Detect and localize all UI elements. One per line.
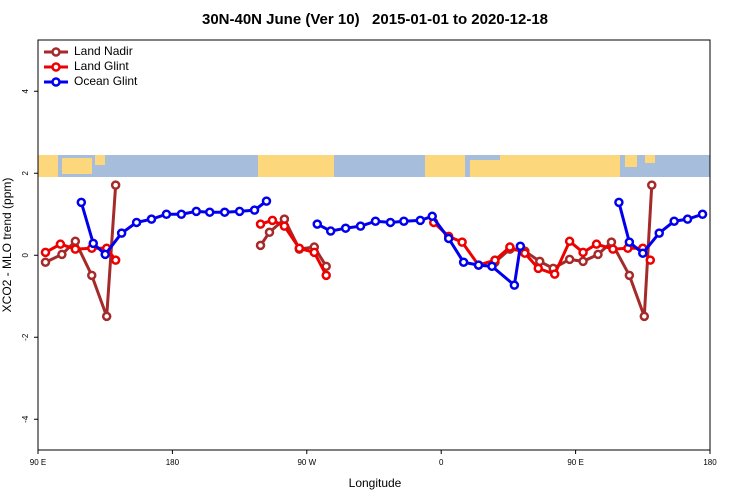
point (564, 254, 575, 265)
point (638, 248, 648, 258)
point (312, 219, 323, 229)
map-strip (38, 155, 710, 177)
point (309, 247, 320, 258)
point (549, 269, 560, 279)
point (87, 270, 97, 281)
point (645, 255, 656, 265)
point (578, 256, 588, 267)
point (578, 247, 588, 258)
y-tick-label: -2 (21, 333, 30, 341)
y-tick-label: 4 (21, 88, 30, 93)
point (55, 239, 66, 249)
legend-label: Ocean Glint (74, 74, 138, 88)
x-axis-label: Longitude (349, 476, 402, 490)
x-tick-label: 180 (166, 458, 180, 467)
point (654, 228, 664, 238)
point (204, 207, 215, 217)
x-tick-label: 90 W (297, 458, 316, 467)
point (415, 215, 426, 226)
point (131, 217, 142, 228)
point (100, 249, 110, 260)
point (624, 237, 635, 247)
point (399, 216, 409, 226)
point (697, 209, 708, 219)
point (255, 240, 266, 251)
point (40, 257, 51, 267)
point (70, 244, 81, 254)
x-tick-label: 180 (703, 458, 717, 467)
point (505, 242, 515, 252)
y-tick-label: -4 (21, 415, 30, 423)
point (110, 180, 121, 190)
y-tick-label: 0 (21, 252, 30, 257)
series-line (44, 185, 654, 317)
point (321, 270, 331, 281)
point (487, 261, 497, 272)
point (614, 197, 624, 208)
point (427, 211, 437, 222)
point (191, 206, 202, 217)
point (88, 238, 99, 249)
point (110, 255, 121, 265)
point (608, 244, 618, 254)
point (591, 239, 602, 249)
point (370, 216, 381, 226)
legend-label: Land Glint (74, 59, 129, 73)
point (355, 221, 366, 231)
point (325, 226, 336, 236)
point (161, 209, 172, 219)
y-axis-label: XCO2 - MLO trend (ppm) (0, 178, 14, 313)
point (624, 270, 635, 281)
point (57, 249, 67, 260)
x-tick-label: 90 E (30, 458, 46, 467)
legend-marker (51, 77, 61, 87)
point (176, 209, 187, 219)
point (267, 215, 278, 226)
point (647, 180, 657, 190)
point (116, 228, 127, 238)
point (219, 207, 230, 217)
point (234, 206, 245, 217)
x-tick-label: 90 E (567, 458, 583, 467)
point (294, 243, 305, 254)
point (515, 241, 526, 251)
point (261, 196, 272, 206)
x-tick-label: 0 (439, 458, 444, 467)
point (264, 227, 275, 238)
legend-marker (51, 47, 61, 57)
point (76, 197, 87, 208)
point (682, 214, 693, 224)
point (457, 237, 467, 247)
point (40, 247, 51, 258)
point (593, 249, 603, 260)
point (279, 221, 290, 231)
legend-marker (51, 62, 61, 72)
point (509, 280, 520, 290)
point (564, 236, 575, 247)
point (533, 263, 544, 274)
plot-frame (37, 39, 711, 451)
chart-title: 30N-40N June (Ver 10) 2015-01-01 to 2020… (202, 11, 548, 28)
point (458, 257, 469, 267)
legend-label: Land Nadir (74, 44, 133, 58)
point (255, 219, 266, 229)
point (101, 311, 112, 322)
point (146, 214, 157, 224)
point (520, 248, 530, 258)
point (669, 216, 679, 226)
point (249, 205, 260, 215)
point (639, 311, 650, 322)
point (70, 236, 81, 247)
point (443, 233, 454, 244)
y-tick-label: 2 (21, 170, 30, 175)
point (385, 217, 396, 228)
point (340, 223, 351, 233)
point (473, 260, 484, 270)
